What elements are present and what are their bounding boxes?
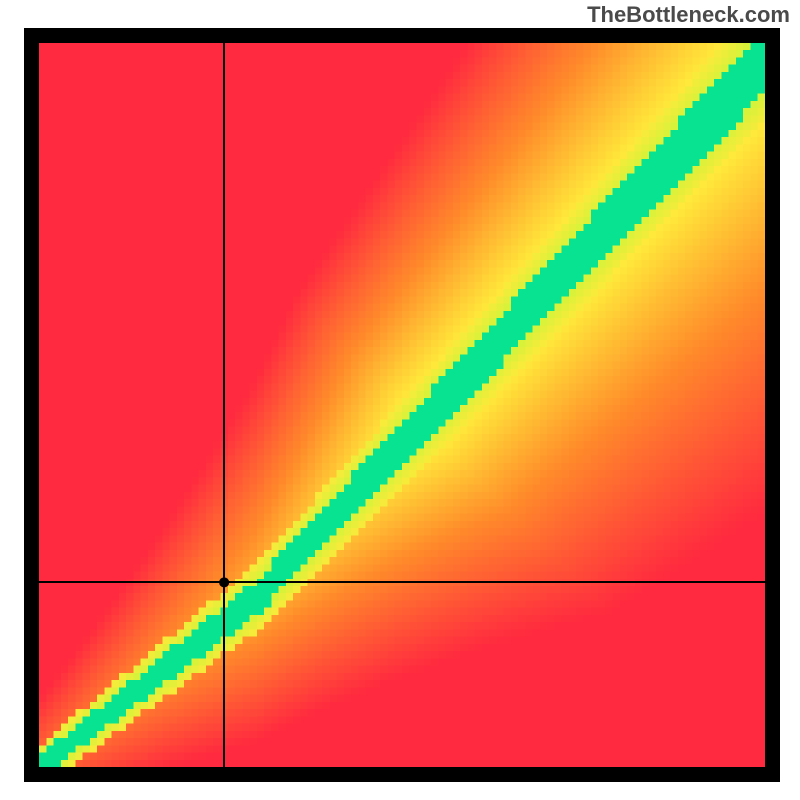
crosshair-vertical	[223, 43, 225, 767]
chart-container: TheBottleneck.com	[0, 0, 800, 800]
watermark-text: TheBottleneck.com	[587, 2, 790, 28]
crosshair-horizontal	[39, 581, 765, 583]
plot-frame	[24, 28, 780, 782]
bottleneck-heatmap	[39, 43, 765, 767]
